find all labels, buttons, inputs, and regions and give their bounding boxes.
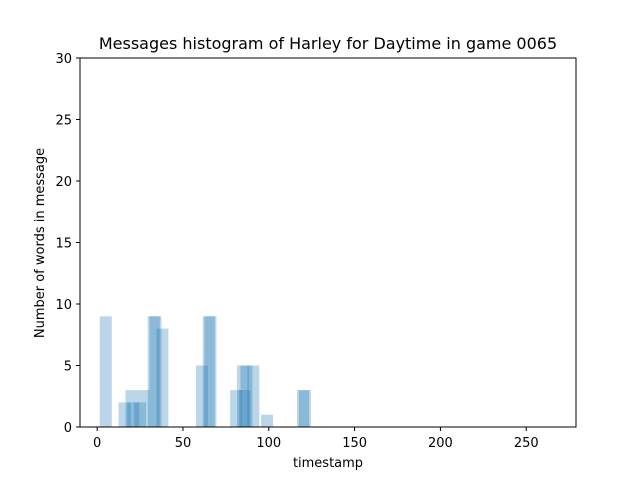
bar-1 xyxy=(118,402,131,427)
y-tick-label-4: 20 xyxy=(55,175,72,190)
x-tick-label-0: 0 xyxy=(93,436,101,451)
bar-19 xyxy=(298,390,311,427)
bar-3 xyxy=(127,402,140,427)
x-axis-label: timestamp xyxy=(293,456,363,471)
x-axis-ticks: 0 50 100 150 200 250 xyxy=(93,427,539,451)
x-tick-label-2: 100 xyxy=(256,436,281,451)
bar-14 xyxy=(238,390,251,427)
bars-group xyxy=(99,316,311,427)
y-tick-label-5: 25 xyxy=(55,114,72,129)
bar-16 xyxy=(247,365,260,427)
x-tick-label-3: 150 xyxy=(342,436,367,451)
bar-2 xyxy=(125,390,138,427)
bar-13 xyxy=(237,365,250,427)
bar-0 xyxy=(99,316,112,427)
bar-18 xyxy=(297,390,310,427)
bar-5 xyxy=(137,390,150,427)
y-tick-label-3: 15 xyxy=(55,237,72,252)
bar-4 xyxy=(134,402,147,427)
x-tick-label-1: 50 xyxy=(175,436,192,451)
x-tick-label-5: 250 xyxy=(514,436,539,451)
chart-title: Messages histogram of Harley for Daytime… xyxy=(99,34,557,53)
bar-11 xyxy=(204,316,217,427)
bar-12 xyxy=(230,390,243,427)
y-axis-ticks: 0 5 10 15 20 25 30 xyxy=(55,52,80,436)
bar-7 xyxy=(149,316,162,427)
y-tick-label-1: 5 xyxy=(64,360,72,375)
x-tick-label-4: 200 xyxy=(428,436,453,451)
y-tick-label-2: 10 xyxy=(55,298,72,313)
bar-8 xyxy=(156,328,169,427)
bar-10 xyxy=(202,316,215,427)
bar-6 xyxy=(147,316,160,427)
bar-9 xyxy=(195,365,208,427)
y-tick-label-0: 0 xyxy=(64,421,72,436)
y-axis-label: Number of words in message xyxy=(33,148,48,338)
bar-15 xyxy=(240,365,253,427)
y-tick-label-6: 30 xyxy=(55,52,72,67)
bar-17 xyxy=(261,414,274,427)
